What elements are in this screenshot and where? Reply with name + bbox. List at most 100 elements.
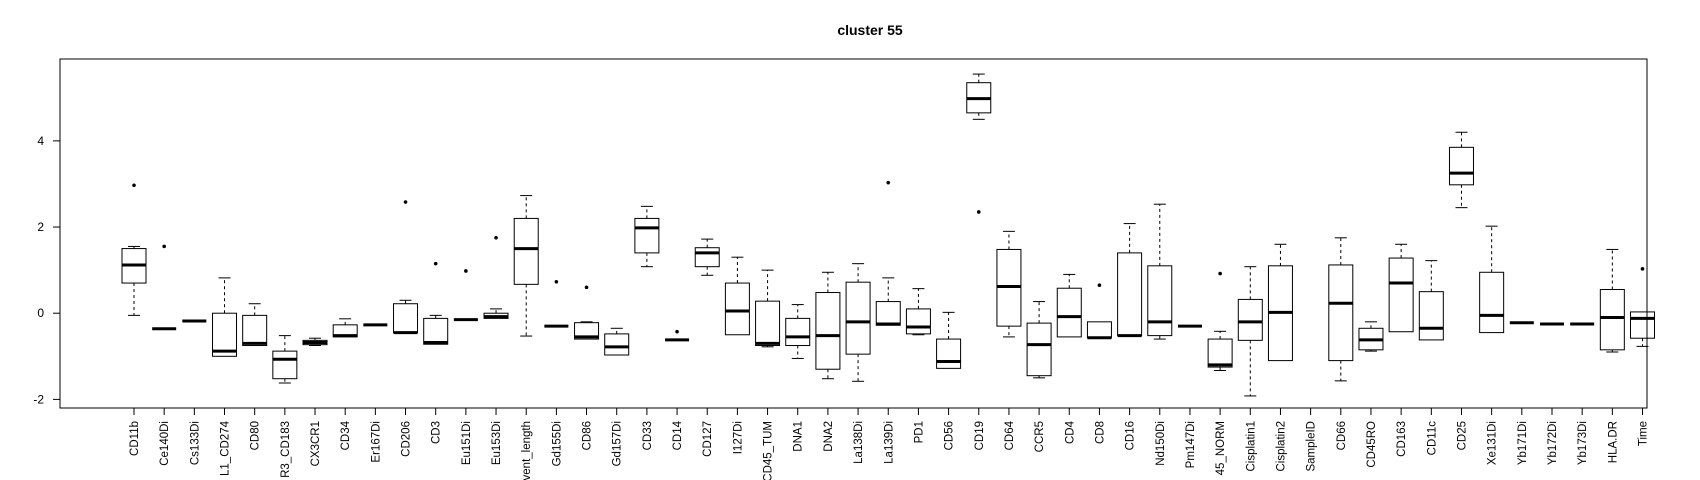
box-10 bbox=[423, 261, 449, 345]
outlier-point-0 bbox=[403, 200, 408, 204]
y-tick-label-1: 0 bbox=[37, 306, 44, 320]
outlier-point-0 bbox=[886, 180, 891, 185]
x-tick-label-15: CD86 bbox=[582, 421, 594, 450]
x-tick-label-33: CD16 bbox=[1125, 421, 1137, 450]
x-tick-label-48: Yb173Di bbox=[1577, 421, 1589, 465]
box-22 bbox=[785, 304, 811, 359]
iqr-box bbox=[1026, 322, 1052, 377]
box-12 bbox=[483, 236, 509, 319]
outlier-point-0 bbox=[433, 261, 438, 266]
box-13 bbox=[513, 195, 539, 337]
x-tick-label-2: Cs133Di bbox=[189, 421, 201, 465]
x-tick-label-20: I127Di bbox=[732, 421, 744, 454]
box-34 bbox=[1147, 203, 1173, 340]
outlier-point-0 bbox=[976, 210, 981, 214]
x-tick-label-40: CD66 bbox=[1336, 421, 1348, 450]
x-tick-label-41: CD45RO bbox=[1366, 421, 1378, 468]
x-tick-label-21: CD45_TUM bbox=[763, 421, 775, 480]
iqr-box bbox=[574, 322, 600, 340]
iqr-box bbox=[1630, 311, 1655, 339]
box-14 bbox=[544, 279, 569, 328]
outlier-point-0 bbox=[494, 236, 498, 240]
x-tick-label-50: Time bbox=[1638, 421, 1650, 446]
outlier-point-0 bbox=[1097, 283, 1102, 288]
box-16 bbox=[604, 327, 630, 356]
iqr-box bbox=[905, 308, 931, 335]
x-tick-label-36: 45_NORM bbox=[1215, 421, 1227, 475]
box-17 bbox=[634, 205, 660, 268]
box-28 bbox=[966, 73, 992, 214]
outlier-point-0 bbox=[675, 329, 679, 334]
x-tick-label-8: Er167Di bbox=[370, 421, 382, 463]
iqr-box bbox=[604, 333, 630, 356]
y-tick-label-0: -2 bbox=[33, 392, 44, 406]
x-tick-label-34: Nd150Di bbox=[1155, 421, 1167, 466]
box-31 bbox=[1056, 273, 1082, 338]
iqr-box bbox=[694, 247, 720, 268]
outlier-point-0 bbox=[1640, 267, 1645, 271]
iqr-box bbox=[1599, 289, 1625, 351]
x-tick-label-26: PD1 bbox=[913, 421, 925, 443]
iqr-box bbox=[393, 303, 419, 334]
x-tick-label-13: vent_length bbox=[521, 421, 533, 480]
box-18 bbox=[665, 329, 690, 342]
x-tick-label-1: Ce140Di bbox=[159, 421, 171, 466]
box-41 bbox=[1358, 321, 1384, 352]
box-38 bbox=[1267, 243, 1293, 362]
iqr-box bbox=[785, 317, 811, 347]
iqr-box bbox=[272, 350, 298, 380]
iqr-box bbox=[1147, 265, 1173, 337]
box-0 bbox=[121, 183, 147, 316]
x-tick-label-49: HLA.DR bbox=[1607, 421, 1619, 463]
box-29 bbox=[996, 230, 1022, 338]
outlier-point-0 bbox=[132, 183, 136, 188]
chart-title: cluster 55 bbox=[837, 22, 903, 38]
box-25 bbox=[875, 180, 901, 326]
x-tick-label-29: CD64 bbox=[1004, 420, 1016, 450]
iqr-box bbox=[1448, 146, 1474, 186]
x-tick-label-23: DNA2 bbox=[823, 421, 835, 452]
iqr-box bbox=[724, 282, 750, 336]
x-tick-label-12: Eu153Di bbox=[491, 421, 503, 465]
x-tick-label-3: L1_CD274 bbox=[220, 420, 232, 476]
box-23 bbox=[815, 271, 841, 380]
x-tick-label-44: CD25 bbox=[1456, 421, 1468, 450]
box-11 bbox=[453, 269, 478, 322]
x-tick-label-11: Eu151Di bbox=[461, 421, 473, 465]
box-7 bbox=[332, 318, 358, 338]
y-tick-label-2: 2 bbox=[37, 220, 44, 234]
x-tick-label-18: CD14 bbox=[672, 420, 684, 450]
box-45 bbox=[1479, 225, 1505, 334]
box-40 bbox=[1328, 237, 1354, 382]
iqr-box bbox=[1418, 291, 1444, 341]
boxes-layer bbox=[121, 73, 1655, 397]
box-32 bbox=[1086, 283, 1112, 340]
x-tick-label-9: CD206 bbox=[401, 421, 413, 457]
iqr-box bbox=[1388, 257, 1414, 333]
box-27 bbox=[936, 311, 962, 369]
outlier-point-0 bbox=[1218, 271, 1222, 276]
box-42 bbox=[1388, 243, 1414, 333]
x-tick-label-47: Yb172Di bbox=[1547, 421, 1559, 465]
box-24 bbox=[845, 263, 871, 382]
iqr-box bbox=[1237, 298, 1263, 341]
y-axis: -2 0 2 4 bbox=[33, 134, 61, 406]
x-tick-label-0: CD11b bbox=[129, 421, 141, 456]
x-tick-label-24: La138Di bbox=[853, 421, 865, 464]
plot-frame bbox=[59, 58, 1648, 409]
iqr-box bbox=[1207, 338, 1233, 368]
x-tick-label-31: CD4 bbox=[1064, 420, 1076, 444]
iqr-box bbox=[1328, 264, 1354, 362]
iqr-box bbox=[212, 312, 238, 357]
iqr-box bbox=[755, 300, 781, 347]
box-37 bbox=[1237, 266, 1263, 397]
box-21 bbox=[755, 269, 781, 348]
x-tick-label-7: CD34 bbox=[340, 420, 352, 450]
outlier-point-0 bbox=[584, 285, 589, 290]
x-tick-label-6: CX3CR1 bbox=[310, 421, 322, 466]
x-tick-label-39: SampleID bbox=[1306, 421, 1318, 472]
iqr-box bbox=[1479, 271, 1505, 334]
x-tick-label-5: R3_CD183 bbox=[280, 421, 292, 478]
x-tick-label-4: CD80 bbox=[250, 421, 262, 450]
x-tick-label-38: Cisplatin2 bbox=[1275, 421, 1287, 472]
